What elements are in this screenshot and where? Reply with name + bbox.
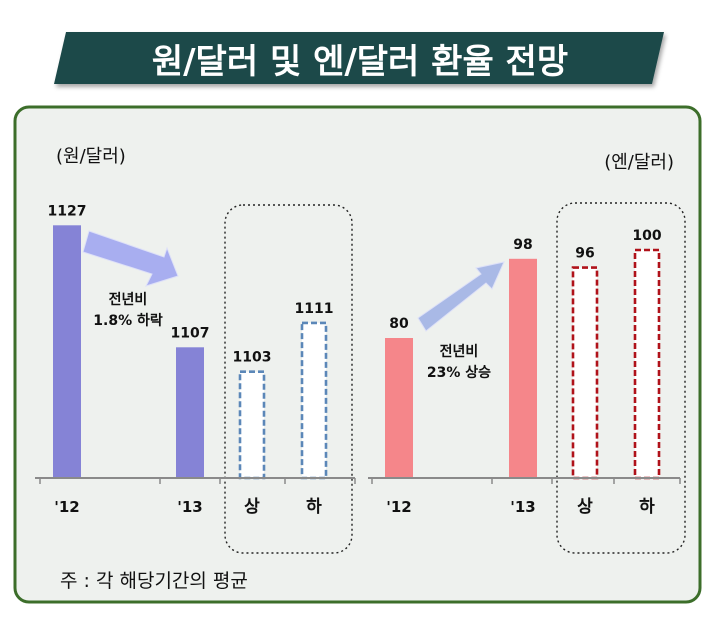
krw-bar-3 bbox=[300, 321, 328, 480]
jpy-trend-arrow bbox=[417, 261, 505, 332]
jpy-category-label-1: '13 bbox=[510, 498, 535, 516]
page-title: 원/달러 및 엔/달러 환율 전망 bbox=[152, 42, 568, 82]
krw-value-label-0: 1127 bbox=[48, 203, 87, 219]
jpy-bar-3 bbox=[633, 248, 661, 480]
jpy-value-label-0: 80 bbox=[389, 316, 409, 332]
krw-value-label-1: 1107 bbox=[171, 325, 210, 341]
jpy-category-label-3: 하 bbox=[639, 497, 655, 517]
krw-forecast-box bbox=[224, 204, 353, 554]
krw-category-label-0: '12 bbox=[54, 498, 79, 516]
krw-unit-label: (원/달러) bbox=[56, 146, 126, 167]
jpy-category-label-2: 상 bbox=[577, 497, 593, 517]
jpy-usd-chart: (엔/달러) 80 98 96 100 '12 '13 상 하 전년비 23% 상승 bbox=[368, 152, 686, 554]
jpy-category-label-0: '12 bbox=[386, 498, 411, 516]
jpy-value-label-2: 96 bbox=[575, 246, 594, 262]
krw-bar-2 bbox=[238, 370, 266, 480]
krw-bar-0 bbox=[53, 225, 81, 478]
krw-usd-chart: (원/달러) 1127 1107 1103 1111 '12 '13 상 하 전년비 1.8… bbox=[35, 146, 356, 554]
krw-value-label-3: 1111 bbox=[295, 301, 334, 317]
krw-category-label-1: '13 bbox=[177, 498, 202, 516]
jpy-annotation-line-2: 23% 상승 bbox=[427, 365, 491, 381]
jpy-bar-1 bbox=[509, 258, 537, 478]
krw-bar-1 bbox=[176, 347, 204, 478]
jpy-annotation-line-1: 전년비 bbox=[440, 343, 479, 360]
jpy-forecast-box bbox=[556, 202, 686, 554]
krw-annotation-line-1: 전년비 bbox=[109, 291, 148, 308]
krw-category-label-3: 하 bbox=[306, 497, 322, 517]
krw-annotation-line-2: 1.8% 하락 bbox=[93, 312, 163, 329]
krw-category-label-2: 상 bbox=[244, 497, 260, 517]
krw-trend-arrow bbox=[82, 230, 179, 287]
jpy-unit-label: (엔/달러) bbox=[604, 152, 674, 173]
krw-value-label-2: 1103 bbox=[233, 350, 272, 366]
title-banner: 원/달러 및 엔/달러 환율 전망 bbox=[54, 32, 664, 84]
jpy-value-label-1: 98 bbox=[513, 237, 532, 253]
footnote: 주 : 각 해당기간의 평균 bbox=[60, 570, 248, 592]
title-banner-background bbox=[54, 32, 664, 84]
jpy-value-label-3: 100 bbox=[632, 228, 661, 244]
jpy-bar-0 bbox=[385, 338, 413, 478]
jpy-bar-2 bbox=[571, 266, 599, 480]
